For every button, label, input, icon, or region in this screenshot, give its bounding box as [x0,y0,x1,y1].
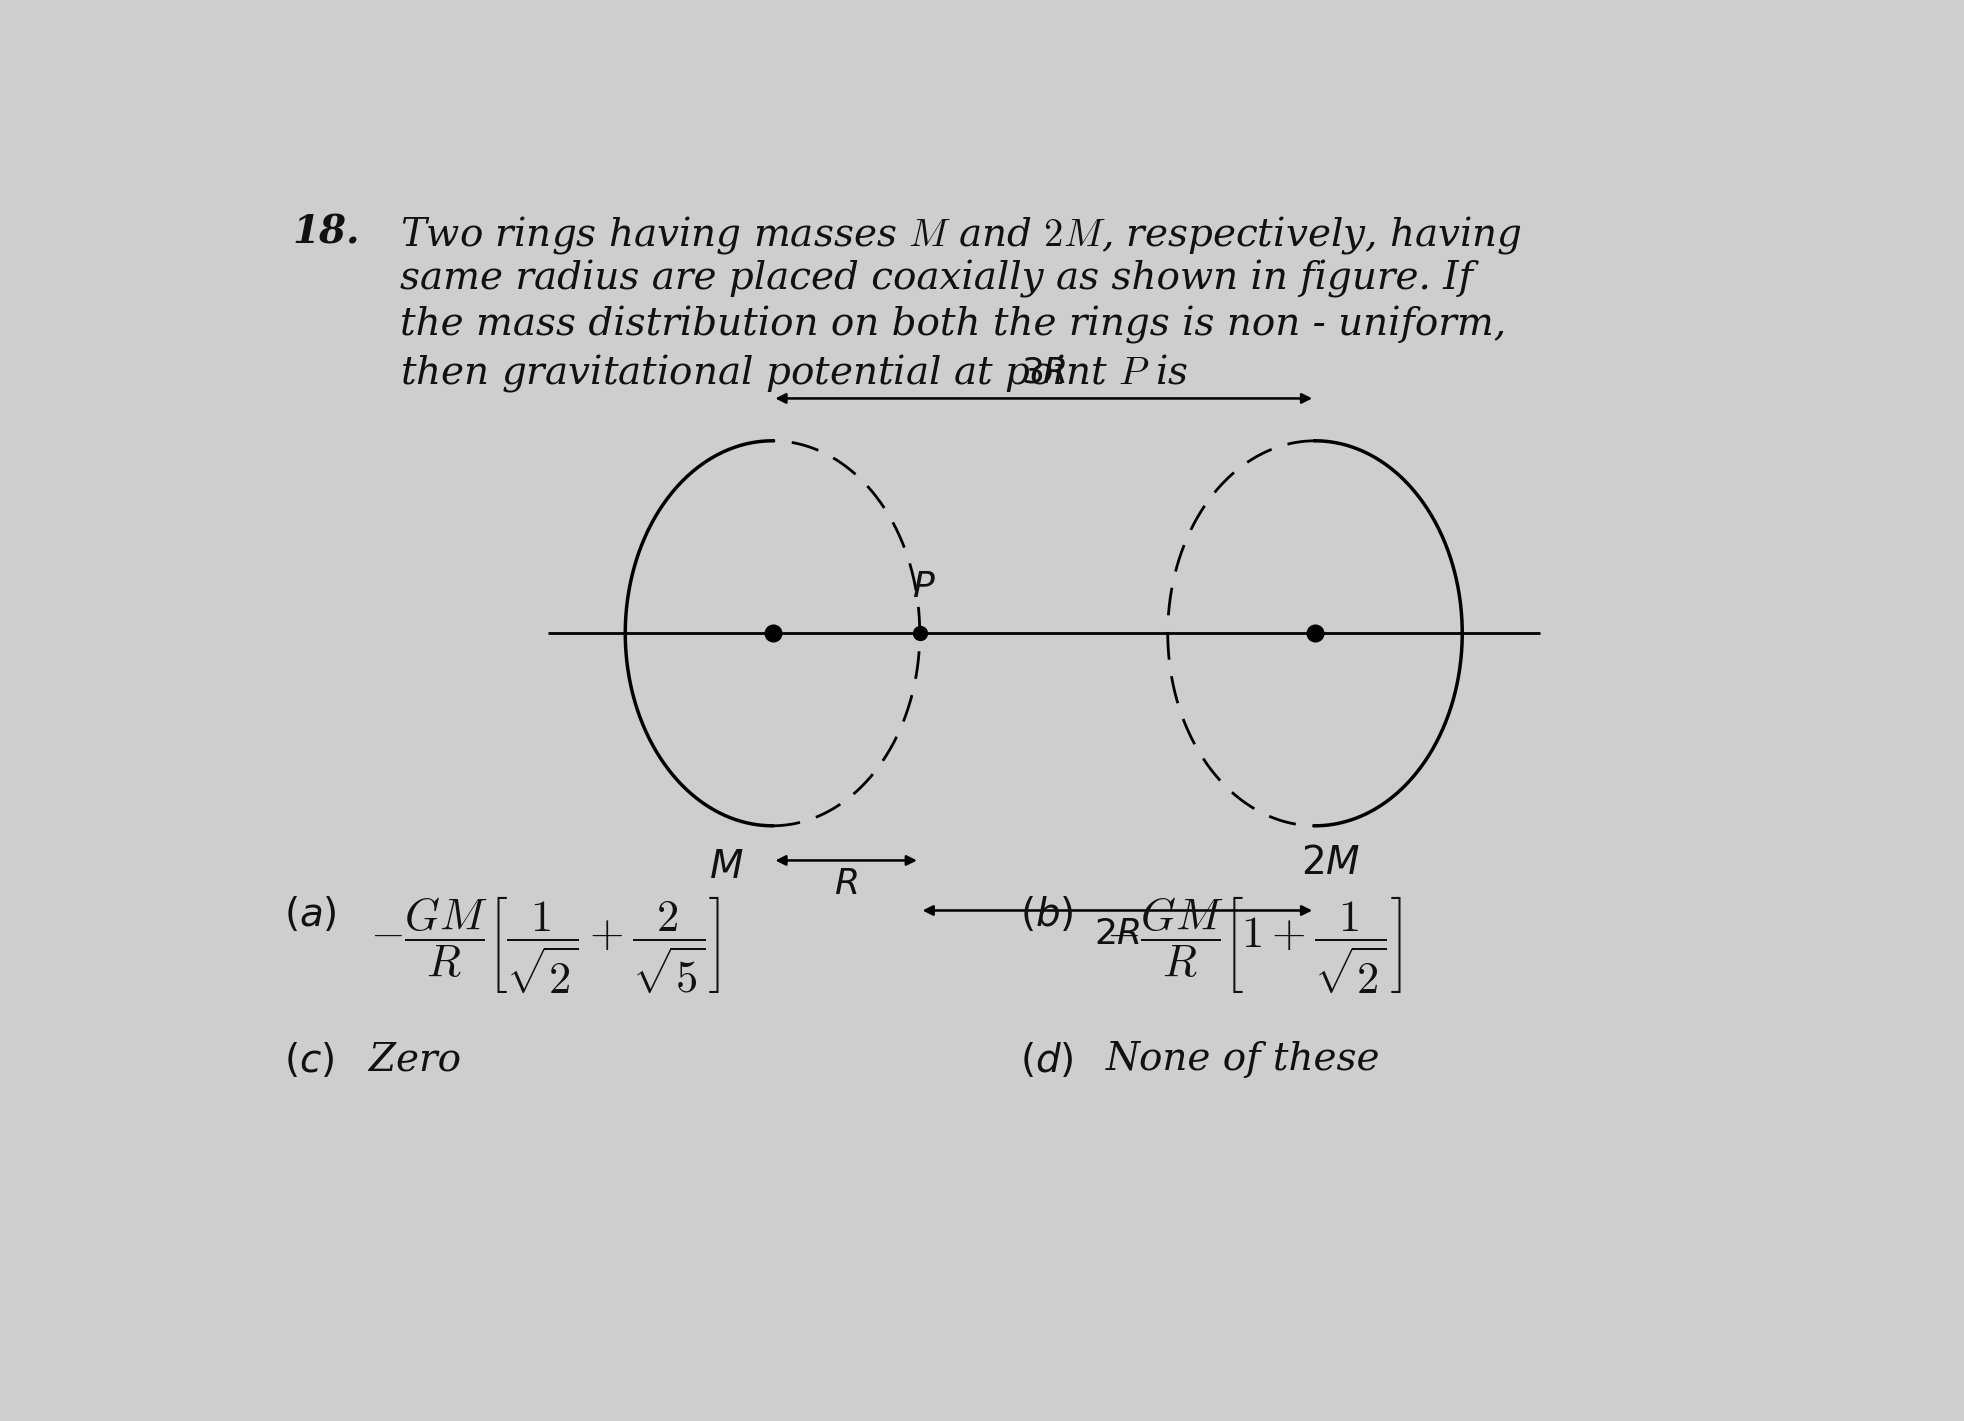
Text: 18.: 18. [293,213,359,252]
Text: Two rings having masses $M$ and $2M$, respectively, having: Two rings having masses $M$ and $2M$, re… [401,213,1522,256]
Text: $(a)$: $(a)$ [285,895,338,934]
Text: same radius are placed coaxially as shown in figure. If: same radius are placed coaxially as show… [401,260,1473,298]
Text: $P$: $P$ [911,570,935,604]
Text: $2R$: $2R$ [1094,917,1141,951]
Text: $R$: $R$ [835,867,858,901]
Text: $-\dfrac{GM}{R}\left[1+\dfrac{1}{\sqrt{2}}\right]$: $-\dfrac{GM}{R}\left[1+\dfrac{1}{\sqrt{2… [1106,895,1402,996]
Text: $(b)$: $(b)$ [1021,895,1074,934]
Text: $(c)$: $(c)$ [285,1042,334,1080]
Text: then gravitational potential at point $P$ is: then gravitational potential at point $P… [401,352,1188,394]
Text: Zero: Zero [369,1042,462,1079]
Text: $-\dfrac{GM}{R}\left[\dfrac{1}{\sqrt{2}}+\dfrac{2}{\sqrt{5}}\right]$: $-\dfrac{GM}{R}\left[\dfrac{1}{\sqrt{2}}… [369,895,719,996]
Text: $(d)$: $(d)$ [1021,1042,1074,1080]
Text: $3R$: $3R$ [1021,355,1066,389]
Text: $2M$: $2M$ [1300,845,1361,882]
Text: None of these: None of these [1106,1042,1381,1079]
Text: the mass distribution on both the rings is non - uniform,: the mass distribution on both the rings … [401,306,1506,344]
Text: $M$: $M$ [709,848,742,885]
